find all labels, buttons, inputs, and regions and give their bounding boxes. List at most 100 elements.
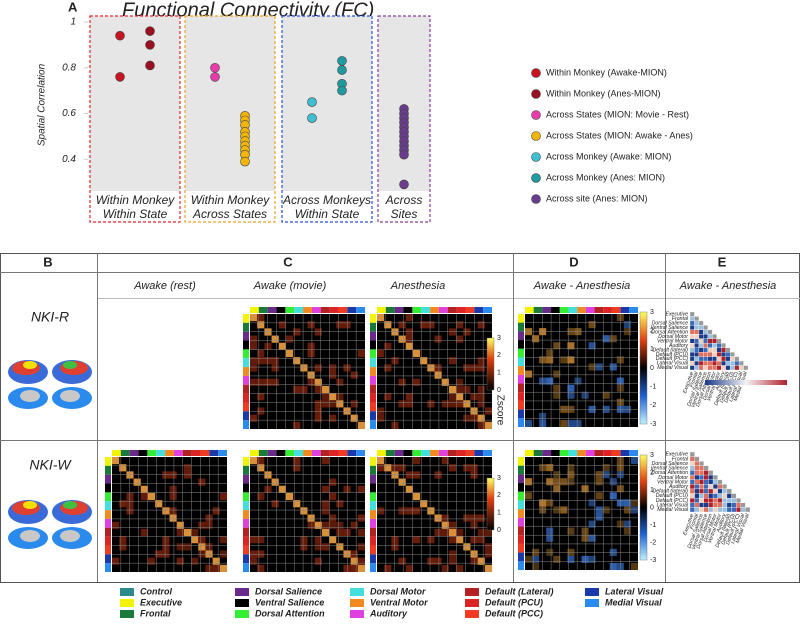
colorbar: [639, 311, 648, 425]
network-row-label: Ventral Motor: [657, 479, 688, 485]
matrix-cell: [350, 557, 358, 565]
matrix-cell: [329, 514, 337, 522]
matrix-cell: [623, 321, 631, 329]
triangle-cell: [716, 343, 722, 348]
matrix-cell: [112, 521, 120, 529]
triangle-cell: [707, 343, 713, 348]
matrix-cell: [412, 457, 421, 465]
matrix-cell: [391, 421, 399, 429]
network-bar: [394, 307, 404, 313]
group-label: Across States: [192, 207, 267, 221]
matrix-cell: [336, 500, 344, 508]
matrix-cell: [616, 384, 624, 392]
triangle-cell: [721, 347, 726, 353]
colorbar-tick-label: 3: [650, 452, 654, 459]
matrix-cell: [155, 500, 163, 508]
matrix-cell: [525, 419, 533, 427]
triangle-cell: [725, 352, 731, 357]
network-row-label: Ventral Salience: [650, 325, 688, 331]
network-bar: [551, 307, 560, 313]
matrix-cell: [119, 464, 127, 472]
triangle-cell: [707, 334, 713, 339]
matrix-cell: [448, 385, 457, 394]
matrix-cell: [616, 471, 624, 479]
matrix-cell: [293, 328, 301, 336]
matrix-cell: [169, 485, 177, 493]
matrix-cell: [169, 471, 177, 479]
matrix-cell: [176, 543, 184, 551]
legend-label: Across Monkey (Awake: MION): [546, 151, 671, 161]
matrix-cell: [384, 364, 392, 372]
network-bar: [105, 518, 111, 528]
matrix-cell: [191, 557, 199, 565]
legend-marker: [531, 152, 541, 162]
triangle-cell: [730, 356, 735, 362]
matrix-cell: [595, 478, 603, 486]
legend-label: Across Monkey (Anes: MION): [546, 172, 665, 182]
triangle-cell: [698, 365, 704, 371]
matrix-cell: [300, 364, 308, 372]
matrix-cell: [219, 492, 227, 501]
matrix-cell: [314, 543, 322, 551]
row-label: NKI-R: [31, 309, 69, 325]
matrix-cell: [553, 478, 561, 486]
network-bar: [156, 450, 166, 456]
matrix-cell: [405, 335, 413, 343]
network-bar: [105, 483, 111, 493]
network-bar: [447, 450, 457, 456]
matrix-cell: [314, 521, 322, 529]
matrix-cell: [609, 363, 617, 371]
matrix-cell: [448, 536, 457, 544]
matrix-cell: [321, 521, 330, 529]
network-row-label: Lateral Visual: [657, 502, 689, 508]
matrix-cell: [588, 342, 596, 350]
triangle-cell: [694, 316, 700, 322]
matrix-cell: [441, 457, 449, 465]
triangle-cell: [726, 507, 732, 513]
triangle-cell: [708, 474, 714, 480]
triangle-cell: [689, 502, 695, 508]
network-bar: [250, 307, 259, 313]
matrix-cell: [250, 414, 258, 422]
matrix-cell: [623, 499, 631, 507]
triangle-cell: [703, 347, 708, 353]
triangle-cell: [722, 488, 728, 494]
triangle-cell: [703, 479, 709, 485]
triangle-cell: [689, 365, 695, 371]
triangle-cell: [689, 484, 695, 490]
matrix-cell: [219, 550, 227, 558]
matrix-cell: [560, 405, 568, 413]
matrix-cell: [250, 357, 258, 365]
matrix-cell: [609, 492, 617, 500]
matrix-cell: [427, 364, 435, 372]
matrix-cell: [539, 499, 547, 507]
network-bar: [518, 552, 524, 562]
triangle-cell: [717, 507, 723, 513]
group-label: Within State: [295, 207, 360, 221]
network-bar: [370, 563, 376, 572]
colorbar-tick-label: -3: [650, 557, 656, 564]
matrix-cell: [412, 378, 421, 386]
matrix-cell: [205, 564, 213, 572]
matrix-cell: [293, 457, 301, 465]
matrix-cell: [484, 564, 492, 572]
network-bar: [243, 375, 249, 385]
matrix-cell: [343, 564, 351, 572]
triangle-cell: [712, 356, 717, 362]
matrix-cell: [212, 557, 220, 565]
matrix-cell: [546, 534, 554, 542]
matrix-cell: [484, 550, 492, 558]
matrix-cell: [463, 464, 471, 472]
group-label: Across: [385, 193, 423, 207]
triangle-cell: [694, 479, 700, 485]
triangle-cell: [721, 365, 726, 371]
matrix-cell: [616, 377, 624, 385]
matrix-cell: [183, 471, 192, 479]
network-bar: [347, 307, 357, 313]
triangle-cell: [726, 498, 732, 503]
matrix-cell: [560, 478, 568, 486]
colorbar-tick-label: 3: [497, 335, 501, 342]
network-row-label: Default (PCU): [656, 352, 689, 358]
group-frame: [184, 15, 276, 223]
